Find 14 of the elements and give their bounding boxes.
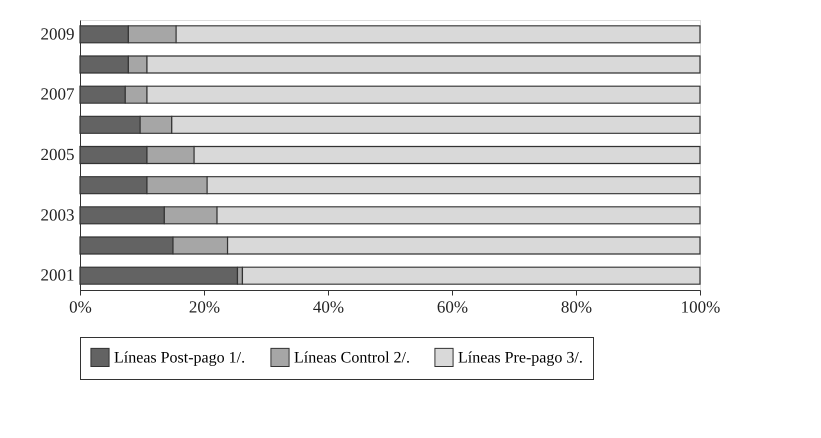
- y-tick-label: 2005: [40, 145, 74, 164]
- legend-label: Líneas Post-pago 1/.: [114, 349, 246, 366]
- legend-label: Líneas Control 2/.: [294, 349, 410, 366]
- x-tick-label: 40%: [312, 298, 344, 316]
- y-tick-label: 2007: [40, 84, 75, 104]
- x-tick-label: 0%: [69, 298, 92, 316]
- y-tick-label: 2009: [40, 24, 74, 44]
- x-tick-label: 20%: [188, 298, 220, 316]
- y-tick-label: 2001: [40, 266, 74, 285]
- x-tick-label: 60%: [436, 298, 468, 316]
- x-tick-label: 100%: [680, 298, 720, 316]
- y-tick-label: 2003: [40, 205, 74, 224]
- x-tick-label: 80%: [560, 298, 592, 316]
- legend-label: Líneas Pre-pago 3/.: [458, 349, 583, 366]
